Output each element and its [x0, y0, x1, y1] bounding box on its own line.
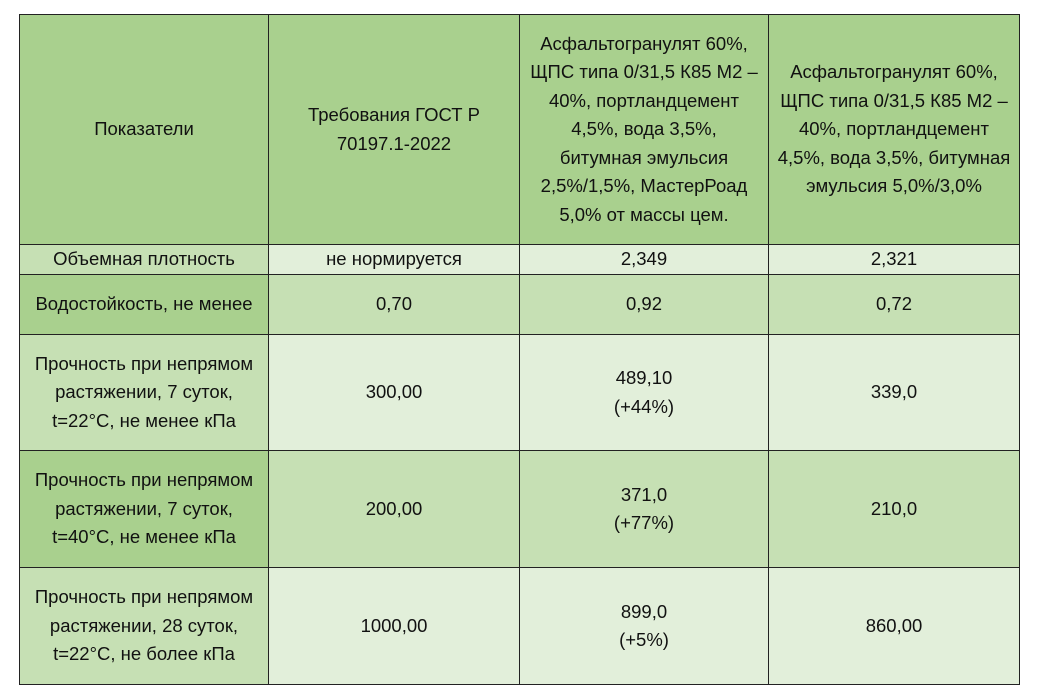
- value-cell: 210,0: [768, 450, 1020, 568]
- value-cell: 339,0: [768, 334, 1020, 451]
- value-cell: 300,00: [268, 334, 520, 451]
- header-row: Показатели Требования ГОСТ Р 70197.1-2022…: [19, 14, 1020, 245]
- table-row: Водостойкость, не менее 0,70 0,92 0,72: [19, 274, 1020, 335]
- data-table: Показатели Требования ГОСТ Р 70197.1-2022…: [19, 14, 1020, 685]
- header-cell: Асфальтогранулят 60%, ЩПС типа 0/31,5 К8…: [768, 14, 1020, 245]
- header-cell: Показатели: [19, 14, 269, 245]
- indicator-cell: Прочность при непрямом растяжении, 7 сут…: [19, 334, 269, 451]
- header-cell: Требования ГОСТ Р 70197.1-2022: [268, 14, 520, 245]
- value-cell: 200,00: [268, 450, 520, 568]
- value-cell: 0,70: [268, 274, 520, 335]
- table-row: Прочность при непрямом растяжении, 7 сут…: [19, 334, 1020, 451]
- value-cell: 2,349: [519, 244, 769, 275]
- table-row: Объемная плотность не нормируется 2,349 2,3…: [19, 244, 1020, 275]
- value-cell: 0,92: [519, 274, 769, 335]
- table-row: Прочность при непрямом растяжении, 28 су…: [19, 567, 1020, 685]
- value-cell: 371,0 (+77%): [519, 450, 769, 568]
- value-cell: 2,321: [768, 244, 1020, 275]
- value-cell: не нормируется: [268, 244, 520, 275]
- value-cell: 489,10 (+44%): [519, 334, 769, 451]
- value-cell: 860,00: [768, 567, 1020, 685]
- value-cell: 1000,00: [268, 567, 520, 685]
- header-cell: Асфальтогранулят 60%, ЩПС типа 0/31,5 К8…: [519, 14, 769, 245]
- value-cell: 0,72: [768, 274, 1020, 335]
- table-body: Показатели Требования ГОСТ Р 70197.1-2022…: [19, 14, 1020, 685]
- indicator-cell: Объемная плотность: [19, 244, 269, 275]
- indicator-cell: Прочность при непрямом растяжении, 7 сут…: [19, 450, 269, 568]
- table-row: Прочность при непрямом растяжении, 7 сут…: [19, 450, 1020, 568]
- indicator-cell: Водостойкость, не менее: [19, 274, 269, 335]
- indicator-cell: Прочность при непрямом растяжении, 28 су…: [19, 567, 269, 685]
- value-cell: 899,0 (+5%): [519, 567, 769, 685]
